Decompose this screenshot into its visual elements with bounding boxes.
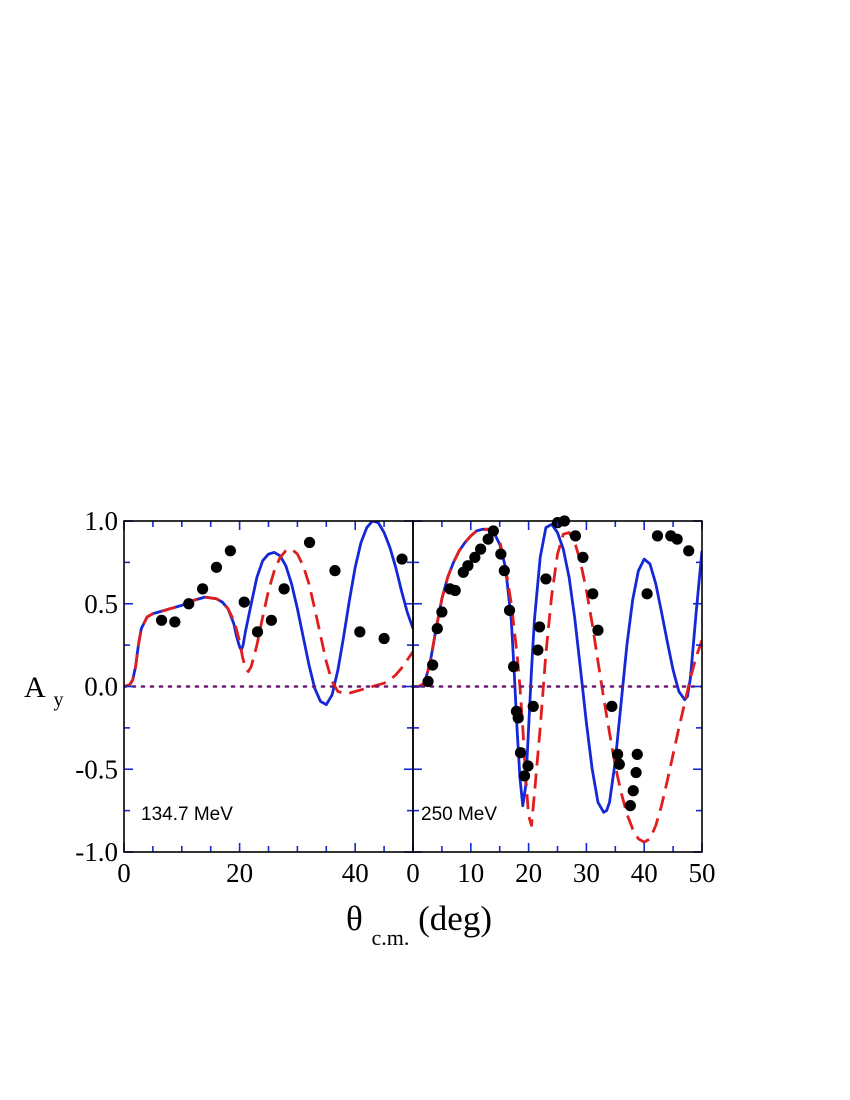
data-point [592,624,604,636]
data-point [606,700,618,712]
data-point [569,530,582,542]
data-point [436,606,448,618]
data-point [475,543,487,555]
data-point [462,560,474,572]
panel-label: 134.7 MeV [141,804,233,825]
data-point [482,533,494,545]
data-point [651,530,664,542]
curve-layer [124,521,413,707]
data-point [507,661,520,673]
data-point [624,800,636,812]
data-point [532,644,544,656]
data-point [512,712,524,724]
x-axis-title: θ c.m. (deg) [346,899,492,953]
data-point [431,622,443,635]
data-point [487,525,499,537]
data-point [495,548,507,560]
data-point [265,614,277,626]
data-point [518,770,531,782]
data-point [303,536,316,549]
data-point [183,598,195,610]
data-point [630,766,642,779]
data-point [627,785,639,797]
panel-134-mev: 0 20 40 1.0 0.5 0.0 -0.5 -1.0 134.7 MeV [75,506,414,888]
tick-layer: 0 10 20 30 40 50 [406,520,716,888]
solid-curve [124,521,413,707]
data-point [449,584,461,597]
data-point [197,583,209,595]
dashed-curve [124,547,413,695]
data-point [396,553,408,565]
y-tick-label: -1.0 [75,837,118,867]
x-tick-label: 0 [117,858,131,888]
x-tick-label: 20 [515,858,542,888]
data-point [587,588,599,600]
data-point [613,758,625,770]
x-tick-label: 20 [226,858,253,888]
data-point [540,573,552,585]
data-point [683,545,695,557]
data-point [527,700,539,712]
data-point [469,551,481,564]
x-tick-label: 40 [631,858,658,888]
x-tick-label: 40 [342,858,369,888]
x-tick-label: 10 [457,858,484,888]
data-point [612,748,624,760]
data-points-layer [422,515,695,812]
data-point [422,675,434,688]
y-axis-title-sub: y [54,689,64,711]
data-point [503,604,516,616]
data-point [329,565,341,577]
data-point [514,747,527,759]
x-tick-label: 30 [573,858,600,888]
data-point [427,659,439,671]
data-point [641,588,653,600]
y-axis-title: A y [24,671,64,711]
data-point [631,748,643,760]
data-points-layer [155,536,408,645]
x-tick-label: 0 [406,858,420,888]
x-axis-title-main: θ [346,899,363,938]
x-axis-title-sub: c.m. [372,925,410,950]
solid-curve [413,522,702,814]
tick-layer: 0 20 40 1.0 0.5 0.0 -0.5 -1.0 [75,506,414,888]
data-point [354,626,366,638]
data-point [155,614,168,626]
data-point [238,596,250,608]
data-point [671,533,683,545]
panel-label: 250 MeV [421,804,497,825]
y-tick-label: 0.0 [84,672,118,702]
panel-frame [412,520,703,853]
data-point [522,760,534,772]
y-tick-label: 0.5 [84,589,118,619]
data-point [224,545,236,557]
data-point [498,565,510,577]
data-point [251,626,264,638]
data-point [577,551,589,564]
panel-250-mev: 0 10 20 30 40 50 250 MeV [406,515,716,888]
data-point [278,583,290,595]
data-point [378,632,390,645]
x-axis-title-unit: (deg) [418,899,492,938]
x-tick-label: 50 [689,858,716,888]
y-axis-title-main: A [24,671,46,704]
y-tick-label: 1.0 [84,506,118,536]
y-tick-label: -0.5 [75,754,118,784]
curve-layer [413,522,702,844]
data-point [533,621,546,633]
data-point [169,616,181,628]
data-point [210,561,223,573]
